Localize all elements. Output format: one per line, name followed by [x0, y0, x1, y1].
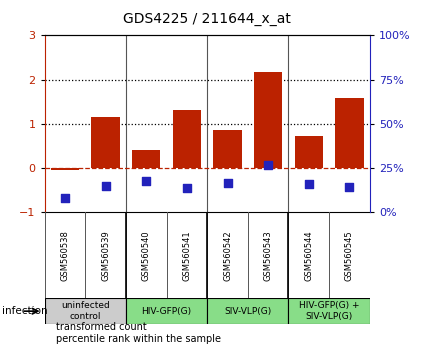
Text: GDS4225 / 211644_x_at: GDS4225 / 211644_x_at — [123, 12, 291, 27]
FancyBboxPatch shape — [126, 298, 207, 324]
FancyBboxPatch shape — [207, 298, 289, 324]
Text: GSM560544: GSM560544 — [304, 230, 313, 281]
Point — [265, 163, 272, 169]
Bar — [213, 130, 242, 168]
Bar — [91, 117, 120, 168]
Text: HIV-GFP(G) +
SIV-VLP(G): HIV-GFP(G) + SIV-VLP(G) — [299, 302, 360, 321]
Text: transformed count: transformed count — [56, 322, 147, 332]
Point — [62, 195, 68, 201]
Text: GSM560543: GSM560543 — [264, 230, 273, 281]
Bar — [295, 136, 323, 168]
Point — [143, 178, 150, 184]
Text: infection: infection — [2, 306, 48, 316]
Text: GSM560541: GSM560541 — [182, 230, 191, 281]
Point — [306, 181, 312, 187]
Bar — [254, 72, 282, 168]
Text: GSM560545: GSM560545 — [345, 230, 354, 281]
Point — [184, 185, 190, 190]
Bar — [51, 168, 79, 170]
Bar — [335, 98, 364, 168]
Text: GSM560539: GSM560539 — [101, 230, 110, 281]
Text: percentile rank within the sample: percentile rank within the sample — [56, 333, 221, 344]
Text: GSM560538: GSM560538 — [60, 230, 69, 281]
Point — [224, 180, 231, 186]
Text: GSM560542: GSM560542 — [223, 230, 232, 281]
Text: GSM560540: GSM560540 — [142, 230, 151, 281]
Text: uninfected
control: uninfected control — [61, 302, 110, 321]
Point — [102, 183, 109, 189]
Point — [346, 184, 353, 190]
Bar — [173, 110, 201, 168]
Text: HIV-GFP(G): HIV-GFP(G) — [142, 307, 192, 316]
FancyBboxPatch shape — [289, 298, 370, 324]
FancyBboxPatch shape — [45, 298, 126, 324]
Bar — [132, 149, 161, 168]
Text: SIV-VLP(G): SIV-VLP(G) — [224, 307, 272, 316]
